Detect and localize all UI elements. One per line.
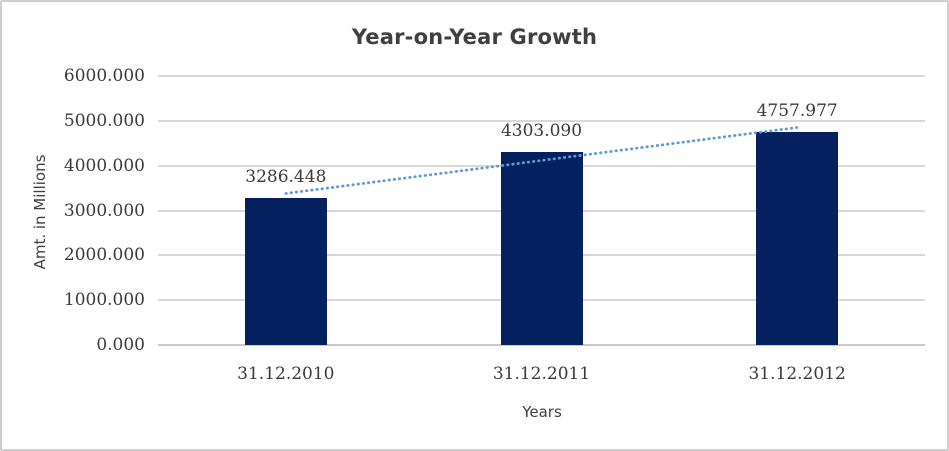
bar-data-label: 3286.448	[245, 166, 327, 187]
x-category-label: 31.12.2011	[492, 364, 591, 384]
y-tick-label: 6000.000	[63, 66, 145, 86]
x-axis-line	[158, 344, 925, 346]
y-tick-label: 0.000	[96, 335, 145, 355]
bar-data-label: 4757.977	[756, 100, 838, 121]
gridline	[158, 119, 925, 122]
bar	[500, 152, 583, 345]
y-tick-label: 1000.000	[63, 290, 145, 311]
x-axis-title: Years	[522, 403, 562, 421]
bar	[244, 197, 327, 345]
y-tick-label: 3000.000	[63, 200, 145, 221]
y-tick-label: 2000.000	[63, 245, 145, 266]
gridline	[158, 75, 925, 77]
bar-data-label: 4303.090	[500, 121, 583, 142]
bar	[756, 131, 839, 345]
y-tick-label: 4000.000	[63, 155, 145, 176]
x-category-label: 31.12.2012	[748, 364, 846, 384]
x-category-label: 31.12.2010	[237, 364, 335, 384]
chart-title: Year-on-Year Growth	[351, 25, 598, 49]
y-tick-label: 5000.000	[63, 110, 145, 131]
